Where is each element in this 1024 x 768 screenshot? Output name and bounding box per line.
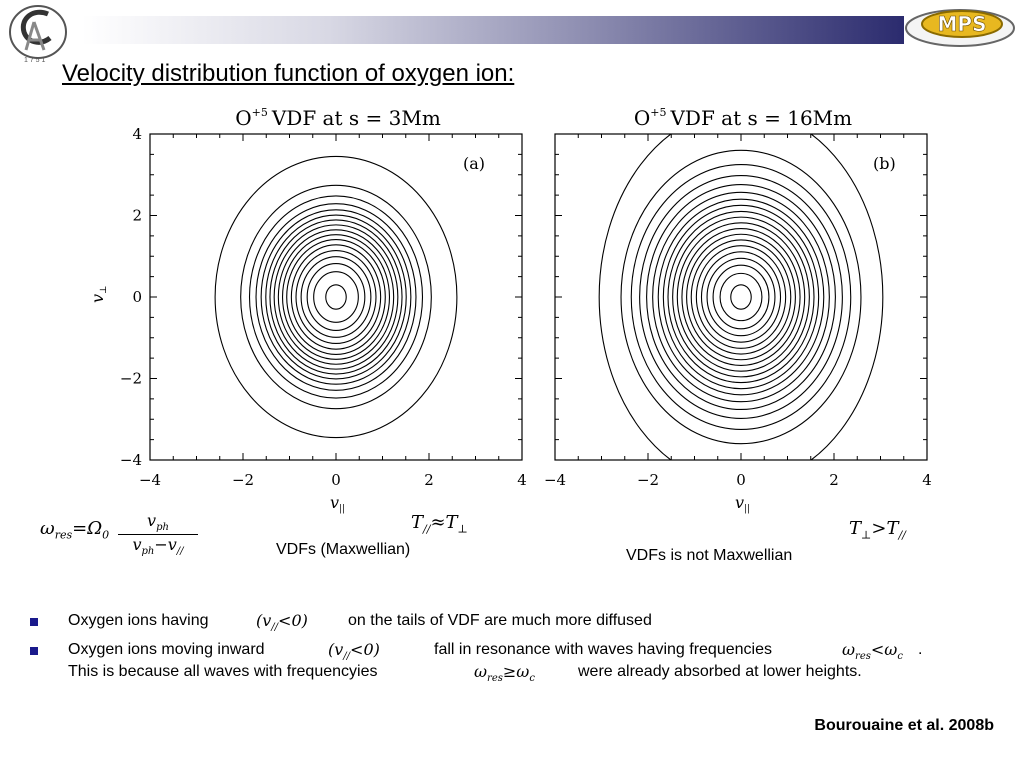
reference-citation: Bourouaine et al. 2008b: [814, 717, 994, 734]
gauss-society-logo-icon: 1 7 5 1: [9, 5, 67, 64]
panel-a-contour-line: [240, 184, 432, 410]
bullet-square-icon: [30, 647, 38, 655]
panel-b-contour-line: [662, 204, 820, 390]
logo-year: 1 7 5 1: [24, 57, 46, 64]
bullet-formula: (v//<0): [256, 611, 308, 634]
bullet-item: Oxygen ions having (v//<0) on the tails …: [30, 611, 990, 641]
panel-b-contour-line: [672, 216, 810, 378]
mps-logo-text: MPS: [938, 12, 987, 36]
caption-left: VDFs (Maxwellian): [276, 541, 411, 558]
caption-right: VDFs is not Maxwellian: [626, 547, 793, 564]
omega-res-formula: ωres=Ω0: [40, 518, 110, 542]
bullet-continuation-after: were already absorbed at lower heights.: [578, 663, 862, 680]
panel-b-contour-line: [630, 164, 852, 430]
panel-b-contour-line: [657, 198, 825, 396]
panel-b-contour-line: [706, 257, 776, 337]
t-par-approx-t-perp: T//≈T⊥: [411, 512, 468, 536]
panel-a-contour-line: [273, 224, 399, 370]
panel-b-title: O+5 VDF at s = 16Mm: [634, 106, 852, 130]
bullet-text-tail: .: [918, 641, 923, 658]
panel-b-contour-line: [681, 227, 801, 367]
panel-a-contour-line: [325, 284, 347, 310]
mps-logo-icon: MPS: [905, 9, 1015, 47]
panel-a-contour-line: [269, 219, 403, 375]
panel-b-contour-line: [719, 272, 763, 322]
panel-a-ticks: −4 −2 0 2 4 −4 −2 0 2 4: [120, 125, 527, 489]
bullet-text-before: Oxygen ions having: [68, 612, 209, 629]
panel-b-contour-line: [686, 233, 796, 361]
bullet-formula-2: ωres<ωc: [842, 640, 903, 663]
fraction-numerator: vph: [118, 511, 198, 536]
panel-a-contour-line: [260, 209, 412, 385]
panel-b-x-tick-label: −4: [544, 471, 566, 489]
panel-b-x-tick-label: 2: [829, 471, 839, 489]
bullet-continuation: This is because all waves with frequency…: [68, 663, 378, 680]
panel-a-contour-line: [281, 234, 391, 360]
panel-b-frame: [554, 133, 928, 461]
panel-a-contour-line: [214, 155, 458, 439]
panel-b-contour-line: [620, 149, 862, 445]
panel-a-contour-line: [248, 195, 424, 399]
bullet-text-after: fall in resonance with waves having freq…: [434, 641, 772, 658]
slide-title: Velocity distribution function of oxygen…: [62, 60, 515, 87]
panel-a-y-tick-label: −2: [120, 370, 142, 388]
bullet-formula-3: ωres≥ωc: [474, 662, 535, 685]
header-gradient-bar: [82, 16, 904, 44]
panel-b-contour-line: [730, 284, 752, 310]
bullet-item: Oxygen ions moving inward (v//<0) fall i…: [30, 640, 990, 697]
fraction-denominator: vph−v//: [132, 535, 184, 558]
panel-b-x-tick-label: −2: [637, 471, 659, 489]
panel-b-contour-line: [700, 251, 782, 343]
panel-b-x-tick-label: 0: [736, 471, 746, 489]
panel-a-x-tick-label: 2: [424, 471, 434, 489]
panel-a-x-tick-label: 4: [517, 471, 527, 489]
panel-a-y-tick-label: 0: [132, 288, 142, 306]
panel-a-contour-line: [295, 249, 377, 345]
panel-a-title: O+5 VDF at s = 3Mm: [235, 106, 441, 130]
panel-b-contour-line: [652, 191, 830, 403]
panel-b-contour-line: [667, 210, 815, 384]
bullet-list: Oxygen ions having (v//<0) on the tails …: [30, 611, 990, 697]
panel-a-contour-line: [306, 263, 366, 331]
panel-b-label: (b): [873, 154, 896, 173]
panel-b-contours: [598, 134, 884, 460]
panel-a-frame: [149, 133, 523, 461]
panel-b: O+5 VDF at s = 16Mm −4 −2 0 2 4 (b) v||: [544, 106, 932, 514]
panel-a-xlabel: v||: [330, 493, 345, 514]
panel-a-ylabel: v⊥: [88, 285, 109, 303]
bullet-formula: (v//<0): [328, 640, 380, 663]
bullet-text-after: on the tails of VDF are much more diffus…: [348, 612, 652, 629]
panel-a-contour-line: [313, 271, 359, 323]
panel-b-x-tick-label: 4: [922, 471, 932, 489]
panel-b-contour-line: [690, 239, 792, 355]
panel-a-label: (a): [463, 154, 485, 173]
t-perp-gt-t-par: T⊥>T//: [849, 518, 906, 542]
panel-a: O+5 VDF at s = 3Mm −4 −2 0 2 4 −4 −2 0 2 4 (a) v||…: [88, 106, 527, 514]
panel-b-contour-line: [639, 175, 843, 419]
panel-b-xlabel: v||: [735, 493, 750, 514]
bullet-square-icon: [30, 618, 38, 626]
omega-res-fraction: vph vph−v//: [118, 511, 198, 557]
panel-a-contour-line: [300, 256, 372, 338]
bullet-text-before: Oxygen ions moving inward: [68, 641, 265, 658]
panel-a-x-tick-label: 0: [331, 471, 341, 489]
panel-a-y-tick-label: −4: [120, 451, 142, 469]
panel-a-contour-line: [290, 244, 382, 350]
panel-a-contour-line: [265, 214, 407, 380]
panel-a-y-tick-label: 2: [132, 207, 142, 225]
panel-b-contour-line: [695, 245, 787, 349]
panel-b-contour-line: [676, 222, 806, 372]
panel-b-ticks: −4 −2 0 2 4: [544, 133, 932, 489]
panel-a-x-tick-label: −2: [232, 471, 254, 489]
panel-a-contour-line: [277, 229, 395, 365]
panel-a-x-tick-label: −4: [139, 471, 161, 489]
panel-a-y-tick-label: 4: [132, 125, 142, 143]
panel-a-contours: [214, 155, 458, 439]
panel-b-contour-line: [712, 264, 770, 330]
panel-a-contour-line: [286, 238, 386, 356]
panel-b-contour-line: [598, 134, 884, 460]
panel-a-contour-line: [255, 203, 417, 391]
panel-b-contour-line: [646, 183, 836, 411]
